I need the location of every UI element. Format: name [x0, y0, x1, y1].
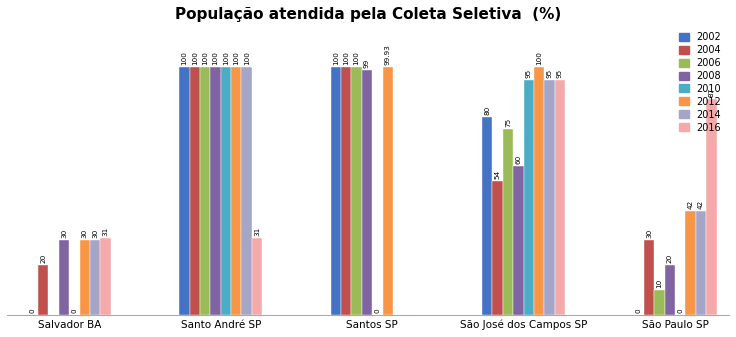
Text: 20: 20 [40, 254, 46, 263]
Bar [330, 67, 341, 315]
Text: 100: 100 [537, 51, 542, 65]
Bar [383, 67, 393, 315]
Bar [362, 70, 372, 315]
Bar [221, 67, 231, 315]
Bar [179, 67, 190, 315]
Text: 75: 75 [505, 118, 511, 127]
Bar [100, 238, 111, 315]
Bar [513, 166, 523, 315]
Text: 60: 60 [515, 155, 521, 164]
Text: 0: 0 [30, 308, 36, 313]
Text: 100: 100 [202, 51, 208, 65]
Bar [545, 80, 555, 315]
Text: 100: 100 [223, 51, 229, 65]
Text: 95: 95 [526, 68, 532, 78]
Bar [210, 67, 221, 315]
Text: 30: 30 [61, 229, 67, 239]
Text: 100: 100 [244, 51, 250, 65]
Bar [252, 238, 262, 315]
Text: 95: 95 [557, 68, 563, 78]
Text: 30: 30 [92, 229, 98, 239]
Text: 42: 42 [698, 200, 704, 209]
Bar [482, 117, 492, 315]
Text: 100: 100 [192, 51, 198, 65]
Text: 42: 42 [687, 200, 694, 209]
Bar [492, 181, 503, 315]
Bar [79, 240, 90, 315]
Bar [190, 67, 200, 315]
Text: 100: 100 [333, 51, 339, 65]
Text: 80: 80 [484, 105, 490, 115]
Text: 87: 87 [709, 88, 715, 97]
Text: 100: 100 [353, 51, 360, 65]
Bar [707, 99, 717, 315]
Bar [555, 80, 565, 315]
Bar [90, 240, 100, 315]
Bar [351, 67, 362, 315]
Text: 0: 0 [71, 308, 77, 313]
Bar [654, 290, 665, 315]
Bar [341, 67, 351, 315]
Text: 99.93: 99.93 [385, 44, 391, 65]
Text: 99: 99 [364, 58, 370, 68]
Text: 0: 0 [677, 308, 683, 313]
Bar [534, 67, 545, 315]
Bar [503, 129, 513, 315]
Text: 100: 100 [213, 51, 219, 65]
Bar [38, 265, 49, 315]
Bar [644, 240, 654, 315]
Bar [685, 211, 696, 315]
Text: 100: 100 [343, 51, 349, 65]
Title: População atendida pela Coleta Seletiva  (%): População atendida pela Coleta Seletiva … [175, 7, 561, 22]
Text: 0: 0 [636, 308, 642, 313]
Text: 100: 100 [181, 51, 188, 65]
Text: 31: 31 [102, 227, 109, 236]
Text: 31: 31 [254, 227, 260, 236]
Bar [665, 265, 675, 315]
Bar [523, 80, 534, 315]
Text: 0: 0 [375, 308, 381, 313]
Legend: 2002, 2004, 2006, 2008, 2010, 2012, 2014, 2016: 2002, 2004, 2006, 2008, 2010, 2012, 2014… [676, 29, 724, 135]
Text: 20: 20 [667, 254, 673, 263]
Bar [59, 240, 69, 315]
Bar [241, 67, 252, 315]
Bar [696, 211, 707, 315]
Text: 30: 30 [646, 229, 652, 239]
Text: 30: 30 [82, 229, 88, 239]
Bar [200, 67, 210, 315]
Text: 100: 100 [233, 51, 239, 65]
Bar [231, 67, 241, 315]
Text: 10: 10 [657, 279, 662, 288]
Text: 95: 95 [547, 68, 553, 78]
Text: 54: 54 [495, 170, 500, 179]
